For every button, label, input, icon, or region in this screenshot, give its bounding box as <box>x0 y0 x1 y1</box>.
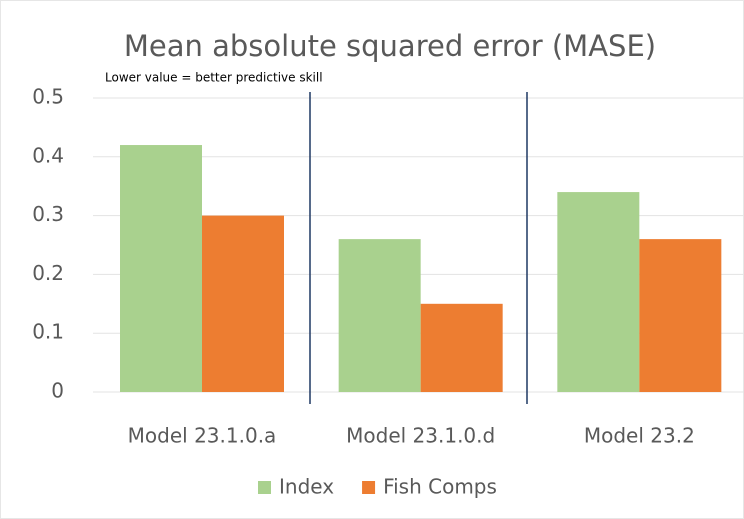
bar <box>120 145 202 392</box>
chart-title: Mean absolute squared error (MASE) <box>124 29 656 63</box>
legend-label: Fish Comps <box>383 475 497 499</box>
x-tick-label: Model 23.2 <box>584 424 695 448</box>
legend-label: Index <box>279 475 334 499</box>
x-tick-label: Model 23.1.0.d <box>346 424 495 448</box>
y-tick-label: 0.3 <box>32 202 64 226</box>
bar <box>639 239 722 392</box>
legend-swatch <box>258 481 271 494</box>
y-tick-label: 0.2 <box>32 261 64 285</box>
bar <box>420 303 503 392</box>
bar <box>338 239 421 392</box>
bar <box>202 215 284 392</box>
bar <box>557 192 640 392</box>
chart-subtitle: Lower value = better predictive skill <box>105 71 323 85</box>
y-tick-label: 0 <box>51 379 64 403</box>
y-tick-label: 0.1 <box>32 320 64 344</box>
legend-swatch <box>362 481 376 494</box>
x-tick-label: Model 23.1.0.a <box>128 424 277 448</box>
y-tick-label: 0.5 <box>32 85 64 109</box>
y-tick-label: 0.4 <box>32 143 64 167</box>
